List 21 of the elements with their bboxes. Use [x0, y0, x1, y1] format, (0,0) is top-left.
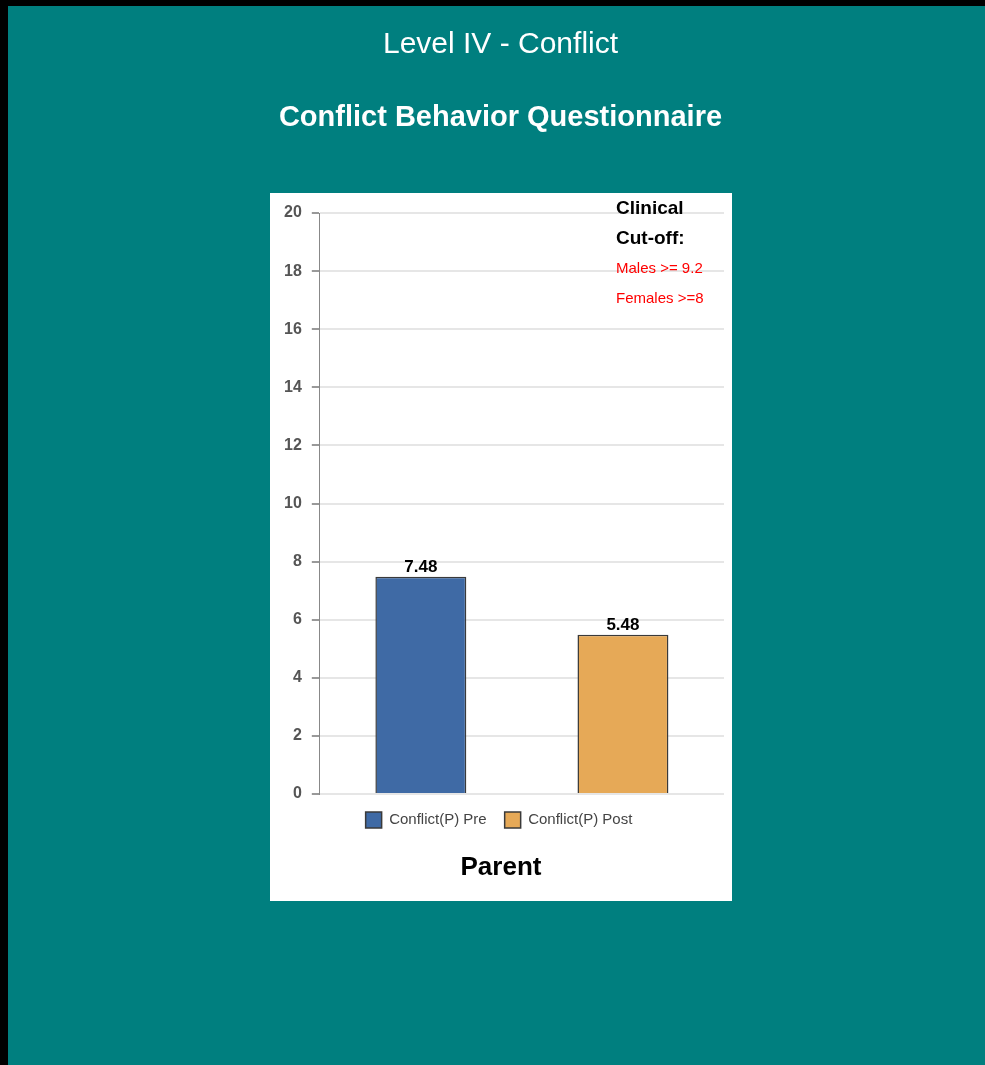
x-axis-title: Parent — [459, 851, 543, 882]
data-label: 7.48 — [404, 556, 438, 576]
y-tick-label: 8 — [292, 552, 302, 570]
y-tick-label: 10 — [284, 493, 302, 511]
y-tick-label: 20 — [284, 203, 302, 221]
legend-label: Conflict(P) Pre — [389, 810, 487, 828]
y-tick-label: 12 — [284, 435, 302, 453]
data-label: 5.48 — [606, 614, 640, 634]
annotation: Males >= 9.2 — [616, 258, 704, 278]
y-tick-label: 0 — [292, 784, 302, 802]
y-tick-label: 4 — [292, 668, 302, 686]
y-tick-label: 18 — [284, 261, 302, 279]
y-tick-label: 16 — [284, 319, 302, 337]
y-tick-label: 14 — [284, 377, 302, 395]
chart-title: Level IV - Conflict — [381, 26, 620, 60]
y-tick-label: 2 — [292, 726, 302, 744]
y-tick-label: 6 — [292, 610, 302, 628]
annotation: Clinical Cut-off: — [616, 196, 686, 250]
chart-subtitle: Conflict Behavior Questionnaire — [277, 100, 724, 133]
annotation: Females >=8 — [616, 288, 705, 308]
legend-label: Conflict(P) Post — [528, 810, 634, 828]
